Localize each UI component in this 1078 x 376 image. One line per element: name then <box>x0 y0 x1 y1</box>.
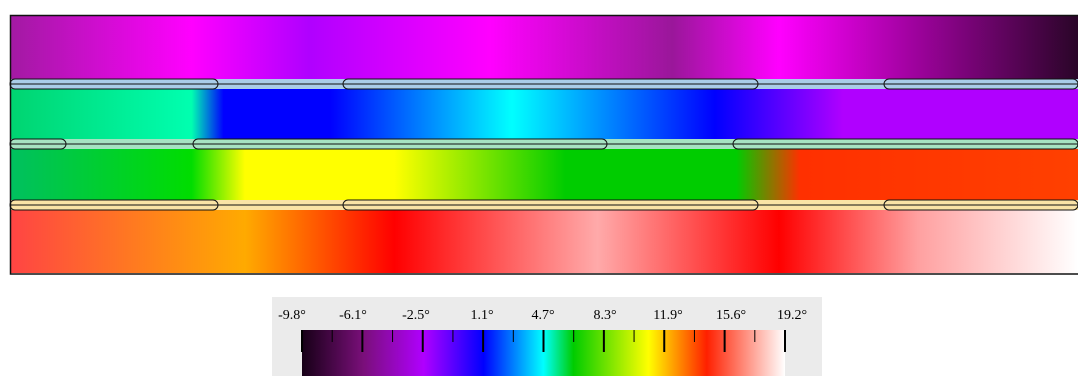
colorbar-tick-label: 15.6° <box>715 308 747 323</box>
colorbar-tick-label: -9.8° <box>278 308 306 323</box>
strip-outline <box>732 138 1078 150</box>
strip-outline <box>192 138 608 150</box>
colorbar-tick-label: 11.9° <box>653 308 683 323</box>
material-layer <box>10 16 1078 79</box>
colorbar-tick-label: 4.7° <box>531 308 555 323</box>
colorbar-tick-label: 1.1° <box>470 308 494 323</box>
strip-outline <box>9 138 67 150</box>
domain-outline <box>9 14 1078 275</box>
colorbar-tick-label: -6.1° <box>339 308 367 323</box>
colorbar-tick-label: 8.3° <box>593 308 617 323</box>
strip-outline <box>9 78 219 90</box>
material-layer <box>10 149 1078 200</box>
strip-outline <box>9 199 219 211</box>
strip-outline <box>883 199 1078 211</box>
colorbar-tick-label: -2.5° <box>402 308 430 323</box>
colorbar <box>301 330 786 376</box>
material-layer <box>10 210 1078 273</box>
strip-outline <box>342 199 759 211</box>
strip-outline <box>883 78 1078 90</box>
strip-outline <box>342 78 759 90</box>
material-layer <box>10 89 1078 139</box>
colorbar-tick-label: 19.2° <box>776 308 808 323</box>
